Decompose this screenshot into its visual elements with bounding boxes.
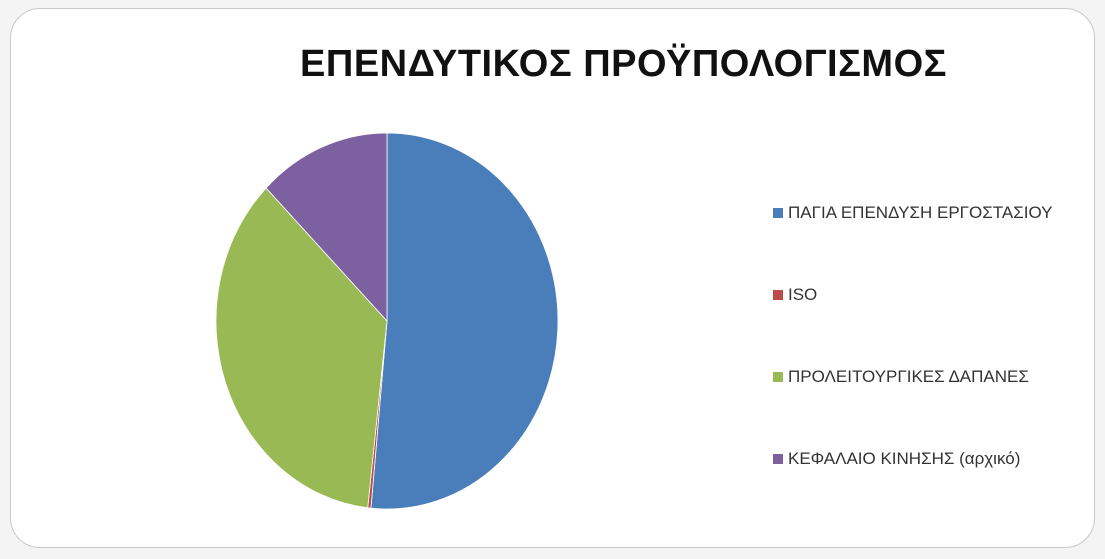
legend-swatch-2 <box>773 372 783 382</box>
legend-label-1: ISO <box>788 285 818 304</box>
chart-area: ΕΠΕΝΔΥΤΙΚΟΣ ΠΡΟΫΠΟΛΟΓΙΣΜΟΣ ΠΑΓΙΑ ΕΠΕΝΔΥΣ… <box>10 8 1095 548</box>
pie-slice-0 <box>370 132 559 510</box>
pie-slice-3 <box>265 132 388 323</box>
pie-chart <box>215 132 559 510</box>
legend-item-3: ΚΕΦΑΛΑΙΟ ΚΙΝΗΣΗΣ (αρχικό) <box>773 445 1093 473</box>
legend-swatch-0 <box>773 208 783 218</box>
chart-title: ΕΠΕΝΔΥΤΙΚΟΣ ΠΡΟΫΠΟΛΟΓΙΣΜΟΣ <box>300 43 947 85</box>
legend-label-0: ΠΑΓΙΑ ΕΠΕΝΔΥΣΗ ΕΡΓΟΣΤΑΣΙΟΥ <box>788 203 1053 222</box>
legend-swatch-1 <box>773 290 783 300</box>
legend-item-0: ΠΑΓΙΑ ΕΠΕΝΔΥΣΗ ΕΡΓΟΣΤΑΣΙΟΥ <box>773 199 1093 227</box>
pie-slice-2 <box>215 187 388 509</box>
legend-label-2: ΠΡΟΛΕΙΤΟΥΡΓΙΚΕΣ ΔΑΠΑΝΕΣ <box>788 367 1029 386</box>
legend-label-3: ΚΕΦΑΛΑΙΟ ΚΙΝΗΣΗΣ (αρχικό) <box>788 449 1021 468</box>
legend: ΠΑΓΙΑ ΕΠΕΝΔΥΣΗ ΕΡΓΟΣΤΑΣΙΟΥ ISO ΠΡΟΛΕΙΤΟΥ… <box>773 199 1093 527</box>
legend-item-1: ISO <box>773 281 1093 309</box>
legend-item-2: ΠΡΟΛΕΙΤΟΥΡΓΙΚΕΣ ΔΑΠΑΝΕΣ <box>773 363 1093 391</box>
legend-swatch-3 <box>773 454 783 464</box>
